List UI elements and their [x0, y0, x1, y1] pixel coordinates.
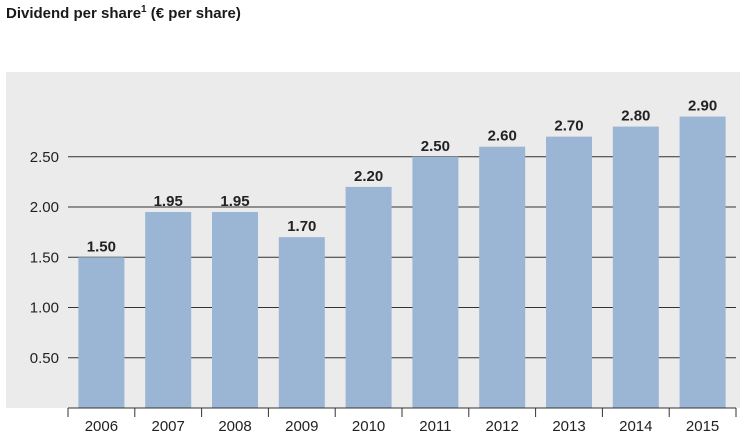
y-tick-label: 1.00: [30, 300, 59, 317]
y-tick-label: 2.50: [30, 149, 59, 166]
bar-2008: [212, 212, 258, 408]
bar-value-label: 2.50: [421, 138, 450, 155]
chart-title-footnote-marker: 1: [141, 4, 147, 15]
bar-2013: [546, 136, 592, 408]
bar-value-label: 1.95: [154, 193, 183, 210]
bar-value-label: 2.20: [354, 168, 383, 185]
bar-2007: [145, 212, 192, 408]
bar-value-label: 2.80: [621, 108, 650, 125]
bar-value-label: 1.70: [287, 218, 316, 235]
y-tick-label: 1.50: [30, 249, 59, 266]
bar-2009: [278, 237, 325, 408]
bar-2010: [345, 186, 392, 408]
bar-value-label: 2.90: [688, 98, 717, 115]
x-tick-label: 2014: [619, 418, 652, 435]
x-tick-label: 2008: [218, 418, 251, 435]
bar-2015: [679, 116, 726, 409]
y-tick-label: 0.50: [30, 350, 59, 367]
x-tick-label: 2015: [686, 418, 719, 435]
bar-2012: [479, 146, 526, 408]
x-tick-label: 2011: [419, 418, 451, 435]
chart-title-unit: (€ per share): [150, 5, 241, 22]
bar-2006: [78, 257, 125, 408]
chart-title-main: Dividend per share: [6, 5, 142, 22]
y-tick-label: 2.00: [30, 199, 59, 216]
bar-value-label: 1.50: [87, 238, 116, 255]
x-tick-label: 2007: [152, 418, 185, 435]
x-tick-label: 2012: [486, 418, 519, 435]
chart-title: Dividend per share1 (€ per share): [6, 4, 241, 22]
x-tick-label: 2013: [552, 418, 585, 435]
bar-2011: [412, 156, 459, 408]
bar-2014: [612, 126, 659, 408]
x-tick-label: 2010: [352, 418, 385, 435]
x-tick-label: 2009: [285, 418, 318, 435]
bar-value-label: 2.70: [554, 118, 583, 135]
bar-value-label: 2.60: [488, 128, 517, 145]
x-tick-label: 2006: [85, 418, 118, 435]
bar-value-label: 1.95: [220, 193, 249, 210]
